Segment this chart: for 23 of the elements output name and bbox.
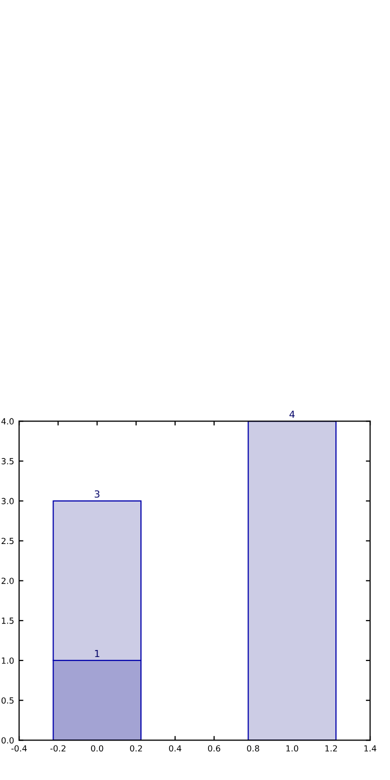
y-tick-label: 4.0 (1, 418, 14, 424)
x-tick-label: 0.6 (208, 745, 220, 752)
x-tick-label: 0.0 (91, 745, 104, 752)
x-tick-label: -0.4 (11, 745, 27, 752)
y-tick-label: 1.5 (2, 618, 14, 624)
y-tick-label: 0.0 (2, 737, 14, 744)
y-tick-label: 2.5 (2, 538, 14, 544)
y-tick-label: 1.0 (2, 657, 14, 664)
x-tick-label: 1.0 (286, 745, 298, 752)
x-tick-label: -0.2 (50, 745, 66, 752)
x-tick-label: 0.4 (169, 745, 182, 752)
y-tick-label: 2.0 (2, 578, 14, 584)
x-tick-label: 1.2 (325, 745, 337, 752)
y-tick-label: 0.5 (2, 697, 14, 704)
x-tick-label: 0.8 (247, 745, 260, 752)
x-tick-label: 1.4 (364, 745, 376, 752)
total-label: 4 (289, 410, 295, 418)
total-label: 3 (94, 490, 100, 498)
y-tick-label: 3.5 (2, 458, 14, 464)
x-tick-label: 0.2 (130, 745, 142, 752)
data-label: 1 (95, 650, 100, 658)
y-tick-label: 3.0 (2, 498, 14, 504)
bar (248, 421, 337, 740)
